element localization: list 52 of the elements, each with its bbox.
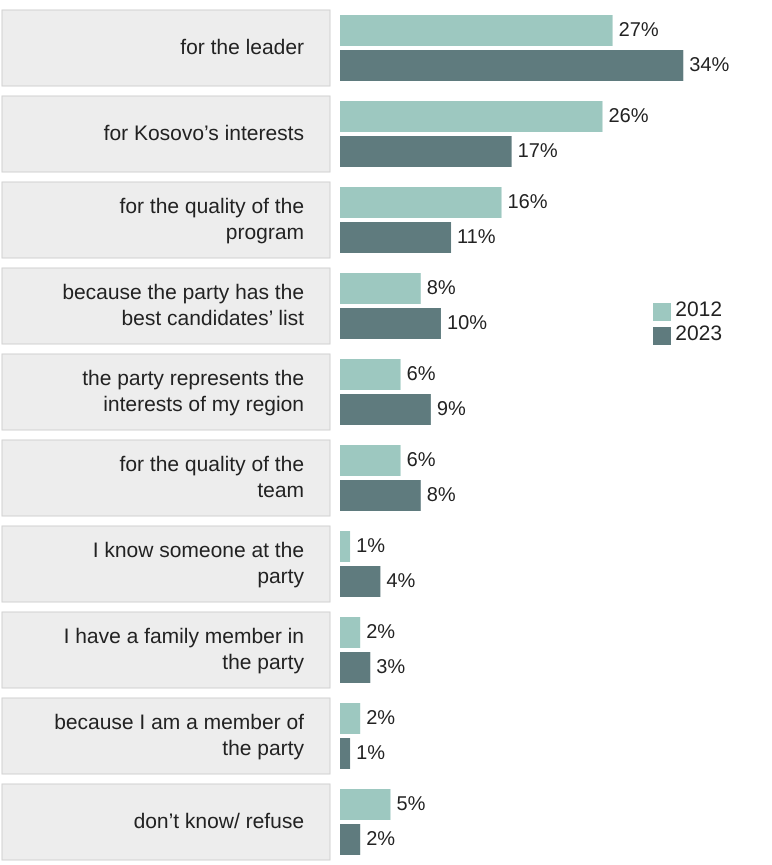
data-label: 11% xyxy=(457,226,496,248)
bar xyxy=(340,789,390,820)
data-label: 9% xyxy=(436,398,466,420)
data-label: 1% xyxy=(356,534,386,557)
data-label: 6% xyxy=(406,362,436,385)
bar xyxy=(340,15,613,46)
y-tick-label: because the party has the best candidates’ list xyxy=(62,280,304,330)
bar xyxy=(340,738,350,769)
bar xyxy=(340,136,512,167)
bar xyxy=(340,308,441,339)
y-tick-label: for Kosovo’s interests xyxy=(104,122,304,145)
data-label: 3% xyxy=(376,656,406,678)
bar xyxy=(340,273,421,304)
y-tick-label: for the leader xyxy=(180,36,304,59)
bar xyxy=(340,617,360,648)
data-label: 2% xyxy=(366,828,396,850)
y-tick-label: the party represents the interests of my region xyxy=(82,366,304,416)
bar xyxy=(340,703,360,734)
bar xyxy=(340,445,401,476)
y-tick-label: don’t know/ refuse xyxy=(134,810,304,833)
legend-label: 2023 xyxy=(675,322,722,345)
bar xyxy=(340,101,603,132)
data-label: 27% xyxy=(618,18,659,41)
data-label: 6% xyxy=(406,448,436,471)
data-label: 34% xyxy=(689,54,730,76)
bar xyxy=(340,359,401,390)
data-label: 2% xyxy=(366,620,396,643)
bar xyxy=(340,222,452,253)
data-label: 2% xyxy=(366,706,396,729)
data-label: 16% xyxy=(508,190,548,213)
y-tick-label: I know someone at the party xyxy=(92,538,304,588)
y-tick-label: because I am a member of the party xyxy=(54,710,304,760)
data-label: 26% xyxy=(608,104,649,127)
data-label: 10% xyxy=(446,312,488,334)
bar xyxy=(340,187,502,218)
bar xyxy=(340,824,360,855)
y-tick-label: I have a family member in the party xyxy=(64,624,304,674)
bar xyxy=(340,566,380,597)
bar xyxy=(340,531,350,562)
data-label: 5% xyxy=(396,792,426,815)
data-label: 4% xyxy=(386,570,416,592)
bar xyxy=(340,652,370,683)
bar xyxy=(340,480,421,511)
data-label: 17% xyxy=(518,140,558,162)
y-tick-label: for the quality of the program xyxy=(120,194,304,244)
y-tick-label: for the quality of the team xyxy=(120,452,304,502)
data-label: 1% xyxy=(356,742,386,764)
data-label: 8% xyxy=(426,276,456,299)
data-label: 8% xyxy=(426,484,456,506)
legend-label: 2012 xyxy=(675,298,722,321)
bar xyxy=(340,50,684,81)
bar xyxy=(340,394,431,425)
